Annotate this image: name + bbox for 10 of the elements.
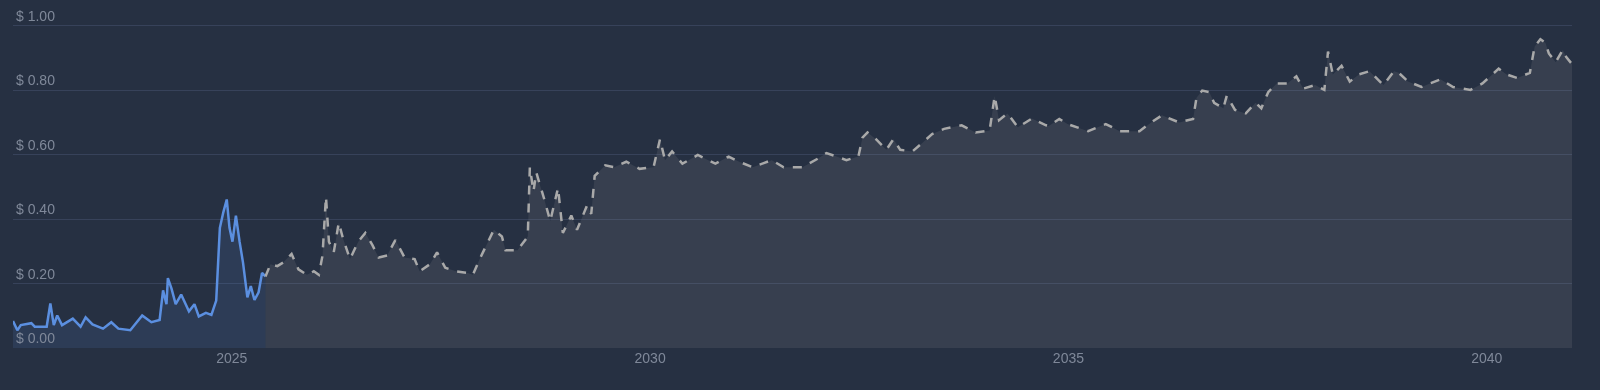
- y-tick-label: $ 0.60: [16, 136, 56, 153]
- x-tick-label: 2030: [634, 350, 666, 366]
- y-tick-label: $ 0.40: [16, 201, 56, 218]
- y-tick-label: $ 1.00: [16, 7, 56, 24]
- y-tick-label: $ 0.20: [16, 265, 56, 282]
- x-tick-label: 2040: [1471, 350, 1503, 366]
- x-tick-label: 2025: [216, 350, 248, 366]
- x-tick-label: 2035: [1052, 350, 1085, 366]
- y-tick-label: $ 0.80: [16, 72, 56, 89]
- y-tick-label: $ 0.00: [16, 330, 56, 347]
